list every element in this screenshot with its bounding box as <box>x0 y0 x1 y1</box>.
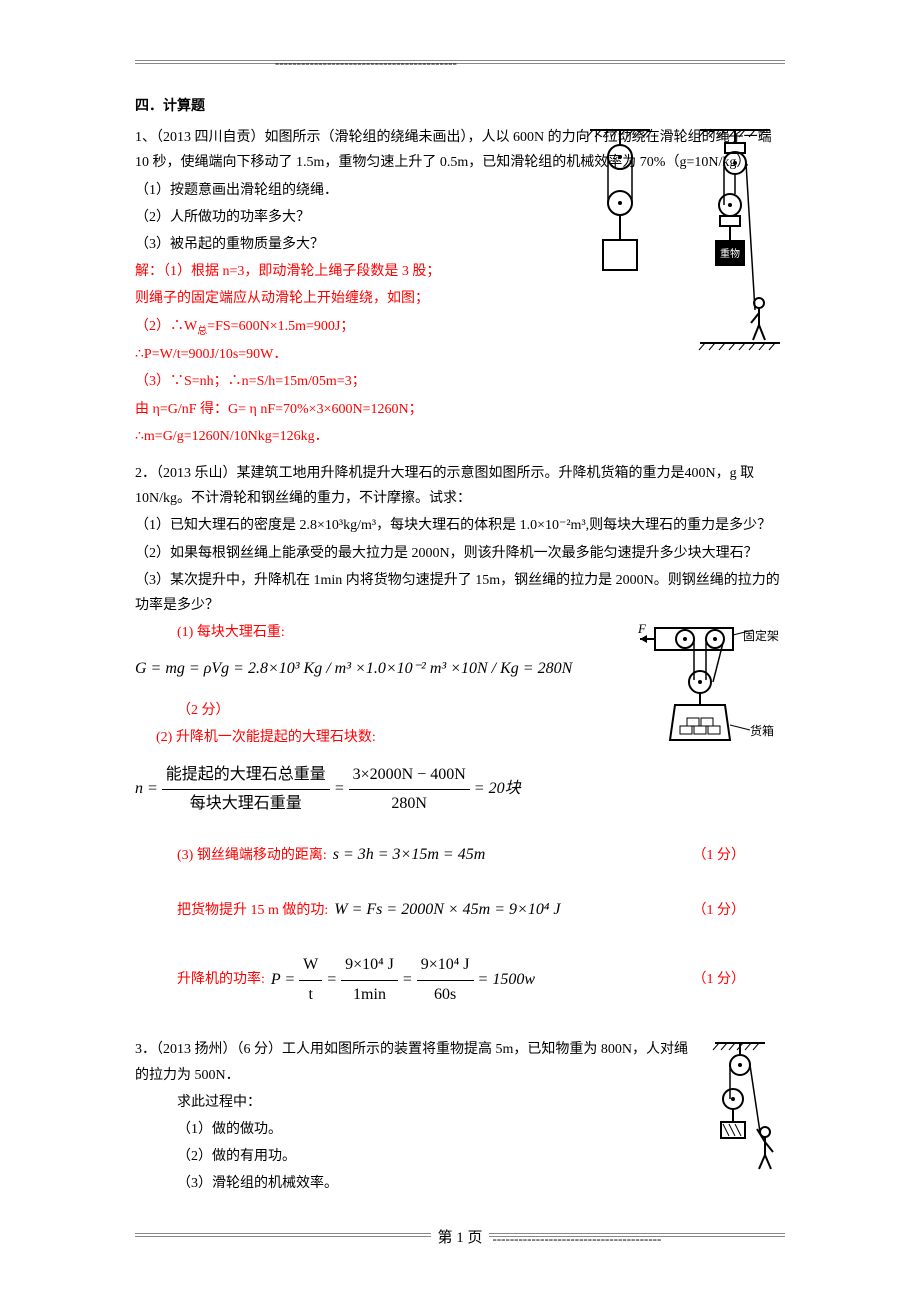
q3-p2: （2）做的有用功。 <box>135 1144 785 1169</box>
q2-p2: （2）如果每根钢丝绳上能承受的最大拉力是 2000N，则该升降机一次最多能匀速提… <box>135 541 785 566</box>
section-title: 四．计算题 <box>135 94 785 119</box>
q2-a3-prefix: (3) 钢丝绳端移动的距离: <box>135 843 327 868</box>
q3-ask: 求此过程中： <box>135 1090 785 1115</box>
q1-s7: ∴m=G/g=1260N/10Nkg=126kg． <box>135 424 785 449</box>
q3-figure <box>705 1037 785 1186</box>
svg-text:货箱: 货箱 <box>750 723 774 738</box>
svg-text:F: F <box>637 621 647 636</box>
q2-intro: 2．（2013 乐山）某建筑工地用升降机提升大理石的示意图如图所示。升降机货箱的… <box>135 461 785 511</box>
q2-score1-a: （1 分） <box>693 843 786 868</box>
q2-a4-prefix: 把货物提升 15 m 做的功: <box>135 898 328 923</box>
q2-eq2: n = 能提起的大理石总重量 每块大理石重量 = 3×2000N − 400N … <box>135 761 625 820</box>
q2-eq2-den: 每块大理石重量 <box>186 790 306 819</box>
q1-figure-left <box>585 125 655 325</box>
problem-1: 重物 1、（2013 四川自贡）如图所示（滑轮组的绕绳未画出），人以 600N … <box>135 125 785 451</box>
top-rule-2: ----------------------------------------… <box>135 63 785 64</box>
q2-eq5-rhs: = 1500w <box>478 966 535 995</box>
footer-dashes: --------------------------------------- <box>493 1227 662 1250</box>
q2-row4: 把货物提升 15 m 做的功: W = Fs = 2000N × 45m = 9… <box>135 888 785 933</box>
q1-figure-right: 重物 <box>695 125 785 355</box>
q1-sub-total: 总 <box>197 325 207 336</box>
q2-eq2-mid-den: 280N <box>387 790 431 819</box>
q2-eq2-lhs: n = <box>135 775 158 804</box>
q2-eq4: W = Fs = 2000N × 45m = 9×10⁴ J <box>334 896 560 925</box>
q2-p1: （1）已知大理石的密度是 2.8×10³kg/m³，每块大理石的体积是 1.0×… <box>135 513 785 538</box>
q3-p3: （3）滑轮组的机械效率。 <box>135 1171 785 1196</box>
q2-score1-b: （1 分） <box>693 898 786 923</box>
q1-s3a: （2）∴W <box>135 319 197 334</box>
problem-3: 3．（2013 扬州）（6 分）工人用如图所示的装置将重物提高 5m，已知物重为… <box>135 1037 785 1198</box>
q2-eq2-mid-num: 3×2000N − 400N <box>349 761 470 791</box>
svg-text:重物: 重物 <box>720 247 740 260</box>
q1-figures: 重物 <box>585 125 785 355</box>
q2-eq5-f2n: 9×10⁴ J <box>341 951 398 981</box>
q2-eq5-f2d: 1min <box>349 981 390 1010</box>
q2-row5: 升降机的功率: P = W t = 9×10⁴ J 1min = 9×10⁴ J… <box>135 943 785 1018</box>
q2-eq1: G = mg = ρVg = 2.8×10³ Kg / m³ ×1.0×10⁻²… <box>135 655 625 684</box>
q2-eq5-f1d: t <box>305 981 317 1010</box>
q2-eq5: P = W t = 9×10⁴ J 1min = 9×10⁴ J 60s = 1… <box>271 951 535 1010</box>
svg-text:固定架: 固定架 <box>743 628 779 643</box>
q3-intro: 3．（2013 扬州）（6 分）工人用如图所示的装置将重物提高 5m，已知物重为… <box>135 1037 785 1087</box>
q1-s6: 由 η=G/nF 得：G= η nF=70%×3×600N=1260N； <box>135 397 785 422</box>
q2-p3: （3）某次提升中，升降机在 1min 内将货物匀速提升了 15m，钢丝绳的拉力是… <box>135 568 785 618</box>
q2-a5-prefix: 升降机的功率: <box>135 967 265 992</box>
problem-2: 2．（2013 乐山）某建筑工地用升降机提升大理石的示意图如图所示。升降机货箱的… <box>135 461 785 1027</box>
q2-eq3: s = 3h = 3×15m = 45m <box>333 841 486 870</box>
footer-page-label: 第 1 页 <box>431 1230 488 1246</box>
q1-s5: （3）∵S=nh；∴n=S/h=15m/05m=3； <box>135 369 785 394</box>
q2-eq2-num: 能提起的大理石总重量 <box>162 761 330 791</box>
q1-s3b: =FS=600N×1.5m=900J； <box>207 319 354 334</box>
q2-eq5-f3d: 60s <box>430 981 460 1010</box>
q2-row3: (3) 钢丝绳端移动的距离: s = 3h = 3×15m = 45m （1 分… <box>135 833 785 878</box>
q2-score1-c: （1 分） <box>693 967 786 992</box>
q2-eq5-f1n: W <box>299 951 322 981</box>
top-dashes: ----------------------------------------… <box>275 51 457 74</box>
q2-eq5-lhs: P = <box>271 966 295 995</box>
q2-eq2-rhs: = 20块 <box>474 775 521 804</box>
top-rule-1 <box>135 60 785 61</box>
q2-eq5-f3n: 9×10⁴ J <box>417 951 474 981</box>
q3-p1: （1）做的做功。 <box>135 1117 785 1142</box>
q2-figure: F 固定架 货箱 <box>635 620 785 769</box>
q2-eq1-text: G = mg = ρVg = 2.8×10³ Kg / m³ ×1.0×10⁻²… <box>135 655 572 684</box>
page-footer: 第 1 页 ----------------------------------… <box>135 1233 785 1264</box>
